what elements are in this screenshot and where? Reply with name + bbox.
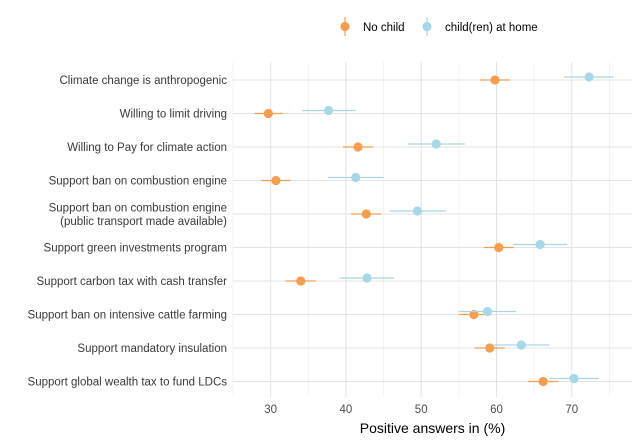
category-label-line: Willing to limit driving [120, 109, 227, 121]
data-point [351, 172, 361, 183]
category-label: Support carbon tax with cash transfer [37, 276, 228, 288]
legend-point-children [422, 21, 432, 32]
category-label: Support ban on intensive cattle farming [28, 310, 227, 322]
category-label: Support ban on combustion engine [49, 176, 227, 188]
data-point [412, 206, 423, 216]
legend-label-no-child: No child [363, 22, 405, 34]
category-label-line: Support green investments program [44, 243, 227, 255]
category-label: Willing to limit driving [120, 109, 227, 121]
category-label-line: Support ban on intensive cattle farming [28, 310, 227, 322]
data-point [361, 209, 371, 219]
x-tick-label: 70 [565, 404, 578, 416]
series-group [302, 72, 614, 384]
category-label-line: Support ban on combustion engine [49, 202, 227, 214]
data-marks [254, 72, 614, 387]
data-point [485, 343, 495, 353]
legend: No child child(ren) at home [340, 17, 538, 36]
data-point [490, 75, 500, 85]
category-labels: Climate change is anthropogenic Willing t… [28, 75, 228, 389]
data-point [535, 239, 545, 250]
data-point [362, 273, 372, 283]
legend-point-no-child [340, 21, 350, 32]
series-group [254, 75, 559, 387]
data-point [584, 72, 594, 82]
category-label: Willing to Pay for climate action [67, 142, 227, 154]
data-point [296, 276, 306, 286]
category-label-line: Support carbon tax with cash transfer [37, 276, 228, 288]
data-point [469, 309, 479, 320]
legend-label-children: child(ren) at home [445, 22, 538, 34]
category-label: Support green investments program [44, 243, 227, 255]
data-point [353, 142, 363, 152]
category-label: Climate change is anthropogenic [60, 75, 228, 87]
x-tick-label: 30 [264, 404, 277, 416]
data-point [482, 306, 493, 317]
legend-item-no-child: No child [340, 17, 405, 36]
category-label-line: Support ban on combustion engine [49, 176, 227, 188]
category-label: Support global wealth tax to fund LDCs [28, 377, 228, 389]
data-point [516, 340, 526, 350]
category-label: Support ban on combustion engine (public … [49, 202, 228, 228]
data-point [263, 108, 273, 119]
category-label-line: Support mandatory insulation [77, 343, 227, 355]
data-point [538, 376, 548, 387]
data-point [271, 175, 281, 186]
legend-item-children: child(ren) at home [422, 17, 538, 36]
data-point [569, 373, 579, 384]
x-tick-label: 60 [490, 404, 503, 416]
data-point [431, 139, 441, 149]
x-tick-label: 50 [415, 404, 428, 416]
category-label-line: (public transport made available) [60, 216, 227, 228]
category-label-line: Support global wealth tax to fund LDCs [28, 377, 228, 389]
category-label-line: Willing to Pay for climate action [67, 142, 227, 154]
x-tick-label: 40 [340, 404, 353, 416]
category-label-line: Climate change is anthropogenic [60, 75, 228, 87]
gridlines [232, 62, 632, 397]
x-tick-labels: 30 40 50 60 70 [264, 404, 578, 416]
category-label: Support mandatory insulation [77, 343, 227, 355]
x-axis-title: Positive answers in (%) [360, 420, 506, 436]
data-point [494, 242, 504, 253]
data-point [324, 105, 334, 116]
